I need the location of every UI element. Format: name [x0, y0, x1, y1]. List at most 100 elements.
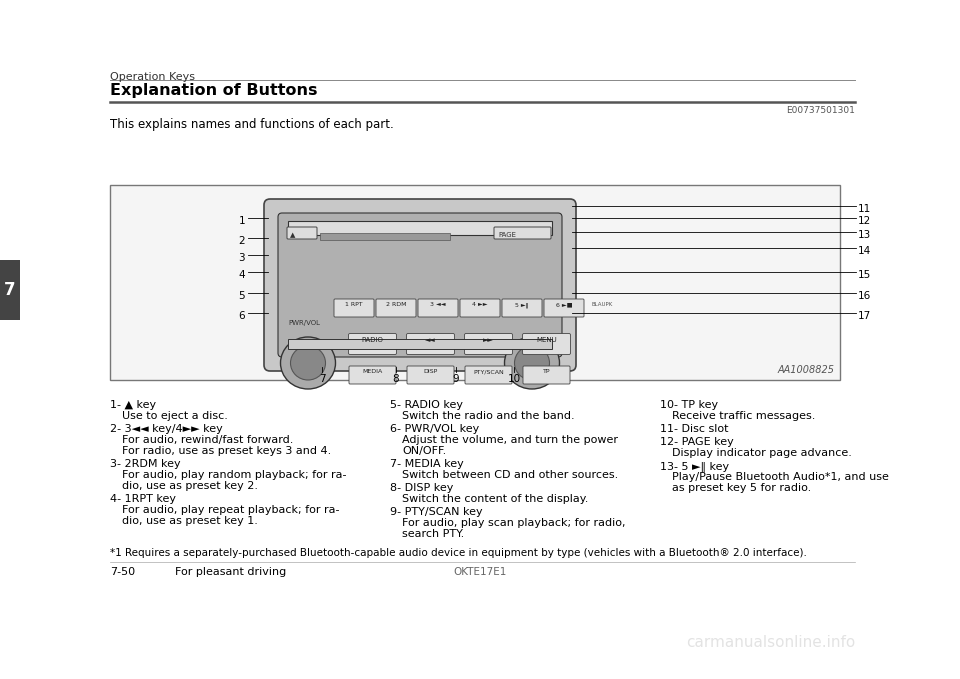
FancyBboxPatch shape [494, 227, 551, 239]
Ellipse shape [291, 346, 325, 380]
Bar [288, 339, 552, 349]
Text: Switch the radio and the band.: Switch the radio and the band. [402, 411, 575, 421]
Text: 7: 7 [319, 374, 325, 384]
Text: 14: 14 [858, 246, 872, 256]
Text: 17: 17 [858, 311, 872, 321]
Text: ▲: ▲ [290, 232, 296, 238]
Bar [110, 185, 840, 380]
Ellipse shape [280, 337, 335, 389]
Text: Operation Keys: Operation Keys [110, 72, 195, 82]
Text: Play/Pause Bluetooth Audio*1, and use: Play/Pause Bluetooth Audio*1, and use [672, 472, 889, 482]
FancyBboxPatch shape [544, 299, 584, 317]
Text: 12: 12 [858, 216, 872, 226]
Text: OKTE17E1: OKTE17E1 [453, 567, 507, 577]
Text: RADIO: RADIO [362, 337, 383, 343]
FancyBboxPatch shape [418, 299, 458, 317]
Text: MEDIA: MEDIA [362, 369, 383, 374]
Text: BLAUPK: BLAUPK [591, 302, 612, 307]
FancyBboxPatch shape [502, 299, 542, 317]
Text: 5 ►‖: 5 ►‖ [516, 302, 529, 308]
Text: 7: 7 [4, 281, 15, 299]
Text: Receive traffic messages.: Receive traffic messages. [672, 411, 815, 421]
Text: Display indicator page advance.: Display indicator page advance. [672, 448, 852, 458]
Text: 13: 13 [858, 230, 872, 240]
Text: MENU: MENU [536, 337, 557, 343]
Text: dio, use as preset key 1.: dio, use as preset key 1. [122, 516, 258, 526]
FancyBboxPatch shape [465, 366, 512, 384]
Text: Switch between CD and other sources.: Switch between CD and other sources. [402, 470, 618, 480]
Text: ◄◄: ◄◄ [425, 337, 436, 343]
Text: 8: 8 [393, 374, 399, 384]
Text: ►►: ►► [483, 337, 493, 343]
Text: TP: TP [542, 369, 550, 374]
FancyBboxPatch shape [465, 333, 513, 354]
Text: AA1008825: AA1008825 [778, 365, 835, 375]
Text: 13- 5 ►‖ key: 13- 5 ►‖ key [660, 461, 730, 471]
FancyBboxPatch shape [278, 213, 562, 357]
Text: For audio, play scan playback; for radio,: For audio, play scan playback; for radio… [402, 518, 626, 528]
Text: For audio, play random playback; for ra-: For audio, play random playback; for ra- [122, 470, 347, 480]
Text: Use to eject a disc.: Use to eject a disc. [122, 411, 228, 421]
Bar [0, 260, 20, 320]
Text: ON/OFF.: ON/OFF. [402, 446, 446, 456]
Text: dio, use as preset key 2.: dio, use as preset key 2. [122, 481, 258, 491]
Text: 3 ◄◄: 3 ◄◄ [430, 302, 445, 307]
Text: 16: 16 [858, 291, 872, 301]
Text: 5- RADIO key: 5- RADIO key [390, 400, 463, 410]
Text: 1: 1 [238, 216, 245, 226]
FancyBboxPatch shape [287, 227, 317, 239]
Text: 9: 9 [453, 374, 459, 384]
Text: as preset key 5 for radio.: as preset key 5 for radio. [672, 483, 811, 493]
Text: 6- PWR/VOL key: 6- PWR/VOL key [390, 424, 479, 434]
FancyBboxPatch shape [376, 299, 416, 317]
Text: 5: 5 [238, 291, 245, 301]
FancyBboxPatch shape [348, 333, 396, 354]
FancyBboxPatch shape [522, 333, 570, 354]
Text: DISP: DISP [423, 369, 438, 374]
Text: search PTY.: search PTY. [402, 529, 465, 539]
Text: 3: 3 [238, 253, 245, 263]
Text: PAGE: PAGE [498, 232, 516, 238]
Text: 12- PAGE key: 12- PAGE key [660, 437, 733, 447]
Bar [320, 233, 450, 240]
Ellipse shape [515, 346, 549, 380]
Text: 4 ►►: 4 ►► [472, 302, 488, 307]
FancyBboxPatch shape [460, 299, 500, 317]
Text: 9- PTY/SCAN key: 9- PTY/SCAN key [390, 507, 483, 517]
Text: PTY/SCAN: PTY/SCAN [473, 369, 504, 374]
Text: 7- MEDIA key: 7- MEDIA key [390, 459, 464, 469]
Text: 6 ►■: 6 ►■ [556, 302, 572, 307]
Text: E00737501301: E00737501301 [786, 106, 855, 115]
Text: 2- 3◄◄ key/4►► key: 2- 3◄◄ key/4►► key [110, 424, 223, 434]
Text: Explanation of Buttons: Explanation of Buttons [110, 83, 318, 98]
Text: Switch the content of the display.: Switch the content of the display. [402, 494, 588, 504]
Text: 11: 11 [858, 204, 872, 214]
FancyBboxPatch shape [407, 366, 454, 384]
Text: This explains names and functions of each part.: This explains names and functions of eac… [110, 118, 394, 131]
Text: PWR/VOL: PWR/VOL [288, 320, 320, 326]
Text: 3- 2RDM key: 3- 2RDM key [110, 459, 180, 469]
FancyBboxPatch shape [523, 366, 570, 384]
Text: *1 Requires a separately-purchased Bluetooth-capable audio device in equipment b: *1 Requires a separately-purchased Bluet… [110, 548, 806, 558]
FancyBboxPatch shape [264, 199, 576, 371]
Text: For audio, rewind/fast forward.: For audio, rewind/fast forward. [122, 435, 294, 445]
Text: 1- ▲ key: 1- ▲ key [110, 400, 156, 410]
Bar [288, 221, 552, 235]
Text: 15: 15 [858, 270, 872, 280]
Text: For radio, use as preset keys 3 and 4.: For radio, use as preset keys 3 and 4. [122, 446, 331, 456]
FancyBboxPatch shape [349, 366, 396, 384]
Text: 2: 2 [238, 236, 245, 246]
Text: 10: 10 [508, 374, 520, 384]
Text: 8- DISP key: 8- DISP key [390, 483, 453, 493]
Text: 10- TP key: 10- TP key [660, 400, 718, 410]
Text: 4- 1RPT key: 4- 1RPT key [110, 494, 176, 504]
Text: 1 RPT: 1 RPT [346, 302, 363, 307]
Text: carmanualsonline.info: carmanualsonline.info [685, 635, 855, 650]
FancyBboxPatch shape [406, 333, 454, 354]
Text: 7-50: 7-50 [110, 567, 135, 577]
FancyBboxPatch shape [334, 299, 374, 317]
Text: 2 RDM: 2 RDM [386, 302, 406, 307]
Text: 11- Disc slot: 11- Disc slot [660, 424, 729, 434]
Text: For audio, play repeat playback; for ra-: For audio, play repeat playback; for ra- [122, 505, 340, 515]
Text: 4: 4 [238, 270, 245, 280]
